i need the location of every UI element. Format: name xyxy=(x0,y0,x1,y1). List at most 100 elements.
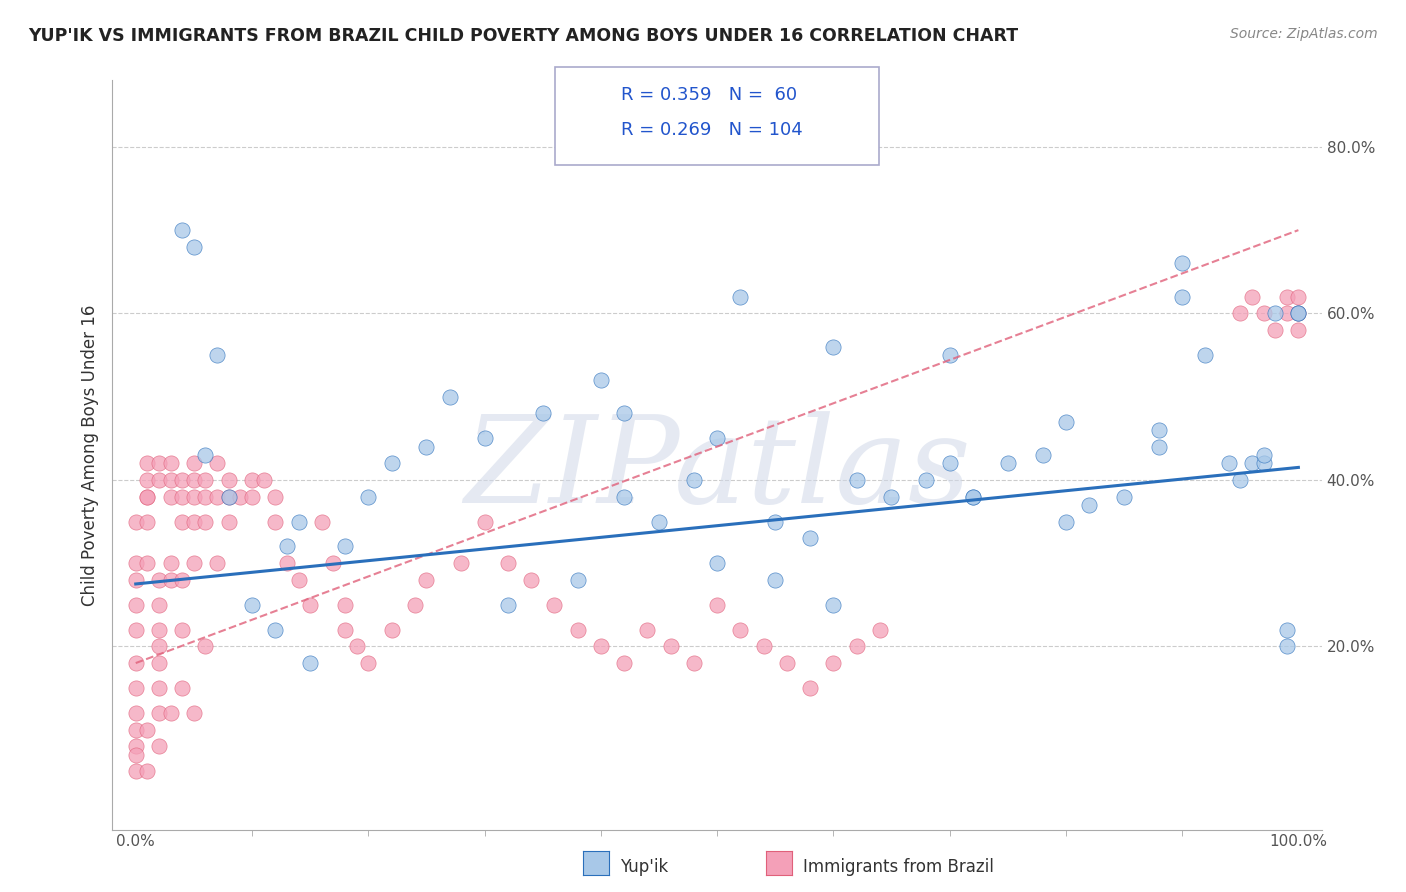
Point xyxy=(264,490,287,504)
Point xyxy=(322,556,344,570)
Point xyxy=(648,515,671,529)
Point xyxy=(1286,306,1309,320)
Point xyxy=(148,656,170,670)
Point xyxy=(1253,456,1275,470)
Point xyxy=(136,515,159,529)
Point xyxy=(869,623,891,637)
Point xyxy=(496,598,519,612)
Point xyxy=(1032,448,1054,462)
Point xyxy=(299,656,322,670)
Point xyxy=(136,473,159,487)
Point xyxy=(125,764,148,779)
Point xyxy=(172,573,194,587)
Point xyxy=(125,706,148,720)
Point xyxy=(1147,423,1170,437)
Point xyxy=(172,490,194,504)
Point xyxy=(125,723,148,737)
Point xyxy=(636,623,658,637)
Point xyxy=(229,490,252,504)
Point xyxy=(183,456,205,470)
Point xyxy=(125,515,148,529)
Point xyxy=(763,515,786,529)
Point xyxy=(357,490,380,504)
Text: ZIPatlas: ZIPatlas xyxy=(464,411,970,529)
Text: R = 0.359   N =  60: R = 0.359 N = 60 xyxy=(621,86,797,103)
Point xyxy=(659,640,682,654)
Point xyxy=(845,473,868,487)
Point xyxy=(136,456,159,470)
Point xyxy=(730,623,752,637)
Text: R = 0.269   N = 104: R = 0.269 N = 104 xyxy=(621,121,803,139)
Point xyxy=(183,473,205,487)
Point xyxy=(380,623,402,637)
Point xyxy=(240,490,263,504)
Point xyxy=(183,490,205,504)
Point xyxy=(1078,498,1101,512)
Point xyxy=(333,598,356,612)
Point xyxy=(159,573,181,587)
Point xyxy=(172,623,194,637)
Text: Yup'ik: Yup'ik xyxy=(620,858,668,876)
Point xyxy=(159,556,181,570)
Point xyxy=(125,739,148,754)
Point xyxy=(938,348,960,362)
Point xyxy=(1240,456,1263,470)
Point xyxy=(172,223,194,237)
Point xyxy=(1240,290,1263,304)
Point xyxy=(799,531,821,545)
Point xyxy=(194,473,217,487)
Point xyxy=(439,390,461,404)
Point xyxy=(205,490,228,504)
Point xyxy=(172,681,194,695)
Point xyxy=(1171,290,1194,304)
Point xyxy=(1253,448,1275,462)
Point xyxy=(194,515,217,529)
Text: Source: ZipAtlas.com: Source: ZipAtlas.com xyxy=(1230,27,1378,41)
Point xyxy=(1147,440,1170,454)
Point xyxy=(333,540,356,554)
Point xyxy=(962,490,984,504)
Point xyxy=(496,556,519,570)
Point xyxy=(1171,256,1194,270)
Point xyxy=(205,556,228,570)
Point xyxy=(194,490,217,504)
Point xyxy=(823,340,845,354)
Point xyxy=(1275,623,1298,637)
Point xyxy=(172,473,194,487)
Point xyxy=(276,540,298,554)
Point xyxy=(159,706,181,720)
Point xyxy=(183,706,205,720)
Point xyxy=(1054,415,1077,429)
Point xyxy=(706,598,728,612)
Point xyxy=(613,656,636,670)
Point xyxy=(474,431,496,445)
Point xyxy=(380,456,402,470)
Point xyxy=(1253,306,1275,320)
Point xyxy=(264,623,287,637)
Point xyxy=(706,431,728,445)
Point xyxy=(543,598,565,612)
Point xyxy=(125,656,148,670)
Point xyxy=(1054,515,1077,529)
Point xyxy=(1218,456,1240,470)
Point xyxy=(404,598,426,612)
Point xyxy=(1275,640,1298,654)
Point xyxy=(148,706,170,720)
Point xyxy=(1286,306,1309,320)
Point xyxy=(136,490,159,504)
Point xyxy=(299,598,322,612)
Point xyxy=(218,490,240,504)
Point xyxy=(136,490,159,504)
Point xyxy=(218,490,240,504)
Point xyxy=(589,640,612,654)
Point xyxy=(148,739,170,754)
Point xyxy=(531,406,554,420)
Point xyxy=(823,656,845,670)
Point xyxy=(159,473,181,487)
Point xyxy=(1229,473,1251,487)
Point xyxy=(474,515,496,529)
Point xyxy=(311,515,333,529)
Point xyxy=(997,456,1019,470)
Point xyxy=(276,556,298,570)
Point xyxy=(287,515,309,529)
